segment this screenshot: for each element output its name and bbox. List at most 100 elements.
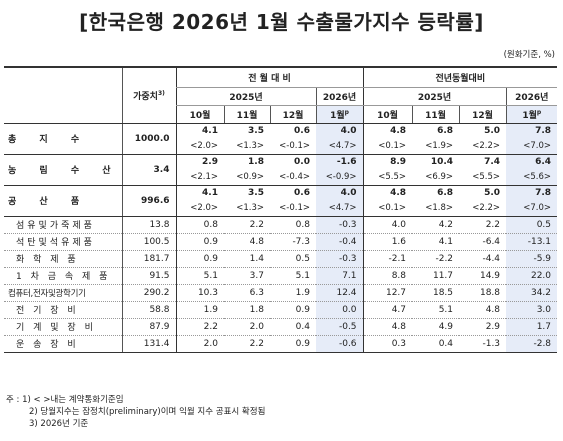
row-mom-value: 2.0 bbox=[224, 318, 270, 336]
row-mom-contract-value: <0.9> bbox=[224, 170, 270, 186]
row-yoy-value: 1.6 bbox=[362, 233, 413, 251]
row-mom-value: 3.5 bbox=[248, 188, 264, 199]
header-yoy-2025: 2025년 bbox=[362, 87, 507, 106]
row-mom-contract-value: <-0.9> bbox=[316, 170, 364, 186]
row-weight: 91.5 bbox=[121, 267, 176, 285]
row-mom-contract-value: <-0.1> bbox=[270, 139, 316, 155]
row-mom-value: 4.0 bbox=[316, 123, 364, 139]
header-mom-month-0: 10월 bbox=[175, 105, 224, 124]
row-yoy-value: 6.8 bbox=[437, 126, 454, 137]
row-mom-contract-value: <1.3> bbox=[224, 201, 270, 217]
footnote-3: 3) 2026년 기준 bbox=[29, 419, 89, 429]
row-yoy-value: -5.9 bbox=[506, 250, 558, 268]
row-mom-value: 0.9 bbox=[270, 301, 316, 319]
header-mom-2025: 2025년 bbox=[175, 87, 316, 106]
row-yoy-value: 4.2 bbox=[412, 216, 460, 234]
row-yoy-value: -2.8 bbox=[506, 335, 558, 353]
page-title: [한국은행 2026년 1월 수출물가지수 등락률] bbox=[79, 10, 484, 34]
table-row: 농 림 수 산 품3.42.9 1.8 0.0 -1.68.9 10.4 7.4 6.4 bbox=[4, 154, 558, 186]
row-yoy-value: 12.7 bbox=[362, 284, 413, 302]
row-yoy-value: 4.1 bbox=[412, 233, 460, 251]
row-mom-value: 2.9 bbox=[175, 154, 224, 170]
row-label: 섬유및가죽제품 bbox=[4, 216, 122, 234]
unit-label: (원화기준, %) bbox=[503, 50, 555, 60]
row-yoy-value: 5.0 bbox=[484, 126, 501, 137]
row-mom-contract-value: <-0.1> bbox=[270, 201, 316, 217]
row-mom-contract-value: <2.0> bbox=[175, 139, 224, 155]
row-yoy-contract-value: <0.1> bbox=[362, 201, 413, 217]
row-yoy-value: -13.1 bbox=[506, 233, 558, 251]
row-mom-value: 0.5 bbox=[270, 250, 316, 268]
row-yoy-value: 18.5 bbox=[412, 284, 460, 302]
row-mom-value: 10.3 bbox=[175, 284, 224, 302]
table-row: 총 지 수 1000.0 4.1 3.5 0.6 4.0 4.8 6.8 5.0 7.8 bbox=[4, 123, 558, 155]
row-yoy-contract-value: <5.6> bbox=[506, 170, 558, 186]
row-yoy-value: 34.2 bbox=[506, 284, 558, 302]
header-yoy-month-1: 11월 bbox=[411, 105, 460, 124]
header-yoy-month-3: 1월p bbox=[505, 105, 558, 124]
row-yoy-value: 4.9 bbox=[412, 318, 460, 336]
row-weight: 181.7 bbox=[121, 250, 176, 268]
row-yoy-value: 3.0 bbox=[506, 301, 558, 319]
row-mom-value: 4.0 bbox=[316, 185, 364, 201]
row-yoy-value: 1.7 bbox=[506, 318, 558, 336]
row-yoy-value: -1.3 bbox=[459, 335, 507, 353]
table-row: 운 송 장 비 131.4 2.0 2.2 0.9 -0.6 0.3 0.4 -1.3 -2.8 bbox=[4, 335, 558, 353]
row-yoy-value: 4.8 bbox=[362, 318, 413, 336]
row-yoy-value: 4.8 bbox=[362, 123, 413, 139]
row-label: 농 림 수 산 품 bbox=[4, 154, 122, 186]
row-yoy-value: 8.8 bbox=[362, 267, 413, 285]
row-yoy-value: 2.2 bbox=[459, 216, 507, 234]
row-yoy-contract-value: <5.5> bbox=[362, 170, 413, 186]
row-mom-contract-value: <4.7> bbox=[316, 139, 364, 155]
row-mom-value: 5.1 bbox=[175, 267, 224, 285]
row-yoy-value: 14.9 bbox=[459, 267, 507, 285]
row-yoy-value: 7.8 bbox=[506, 185, 558, 201]
row-yoy-contract-value: <7.0> bbox=[506, 139, 558, 155]
row-yoy-value: 4.0 bbox=[362, 216, 413, 234]
row-mom-value: 0.6 bbox=[294, 126, 310, 137]
row-mom-value: 2.2 bbox=[224, 216, 270, 234]
row-yoy-value: -4.4 bbox=[459, 250, 507, 268]
header-yoy-month-0: 10월 bbox=[362, 105, 413, 124]
row-mom-value: -0.6 bbox=[316, 335, 364, 353]
row-yoy-value: 7.8 bbox=[506, 123, 558, 139]
row-label: 컴퓨터,전자및광학기기 bbox=[4, 284, 122, 302]
row-mom-value: 12.4 bbox=[316, 284, 364, 302]
row-yoy-contract-value: <6.9> bbox=[412, 170, 460, 186]
row-mom-contract-value: <4.7> bbox=[316, 201, 364, 217]
row-yoy-value: 4.7 bbox=[362, 301, 413, 319]
row-mom-value: 2.2 bbox=[175, 318, 224, 336]
row-mom-value: 0.0 bbox=[316, 301, 364, 319]
row-yoy-value: 0.3 bbox=[362, 335, 413, 353]
row-yoy-contract-value: <5.5> bbox=[459, 170, 507, 186]
row-label: 총 지 수 bbox=[4, 123, 122, 155]
header-mom-month-3: 1월p bbox=[315, 105, 364, 124]
row-mom-value: 3.5 bbox=[248, 126, 264, 137]
row-mom-value: 4.1 bbox=[175, 185, 224, 201]
row-mom-value: -0.3 bbox=[316, 250, 364, 268]
row-mom-value: 1.9 bbox=[270, 284, 316, 302]
row-yoy-value: 22.0 bbox=[506, 267, 558, 285]
row-weight: 100.5 bbox=[121, 233, 176, 251]
row-weight: 1000.0 bbox=[121, 123, 176, 155]
footnote-2: 2) 당월지수는 잠정치(preliminary)이며 익월 지수 공표시 확정… bbox=[29, 407, 266, 417]
row-mom-value: -0.3 bbox=[316, 216, 364, 234]
row-mom-value: 1.9 bbox=[175, 301, 224, 319]
header-mom-2026: 2026년 bbox=[315, 87, 364, 106]
row-label: 공 산 품 bbox=[4, 185, 122, 217]
row-mom-value: 5.1 bbox=[270, 267, 316, 285]
header-yoy-month-2: 12월 bbox=[458, 105, 507, 124]
row-yoy-value: 18.8 bbox=[459, 284, 507, 302]
row-yoy-value: -6.4 bbox=[459, 233, 507, 251]
row-weight: 131.4 bbox=[121, 335, 176, 353]
row-yoy-contract-value: <7.0> bbox=[506, 201, 558, 217]
row-weight: 87.9 bbox=[121, 318, 176, 336]
row-yoy-contract-value: <0.1> bbox=[362, 139, 413, 155]
row-label: 석탄및석유제품 bbox=[4, 233, 122, 251]
footnotes: 주 : 1) < >내는 계약통화기준임 2) 당월지수는 잠정치(prelim… bbox=[6, 394, 265, 430]
row-yoy-value: 8.9 bbox=[362, 154, 413, 170]
row-label: 1 차 금 속 제 품 bbox=[4, 267, 122, 285]
header-mom: 전 월 대 비 bbox=[175, 67, 364, 88]
table-row: 1 차 금 속 제 품 91.5 5.1 3.7 5.1 7.1 8.8 11.7 14.9 22… bbox=[4, 267, 558, 285]
